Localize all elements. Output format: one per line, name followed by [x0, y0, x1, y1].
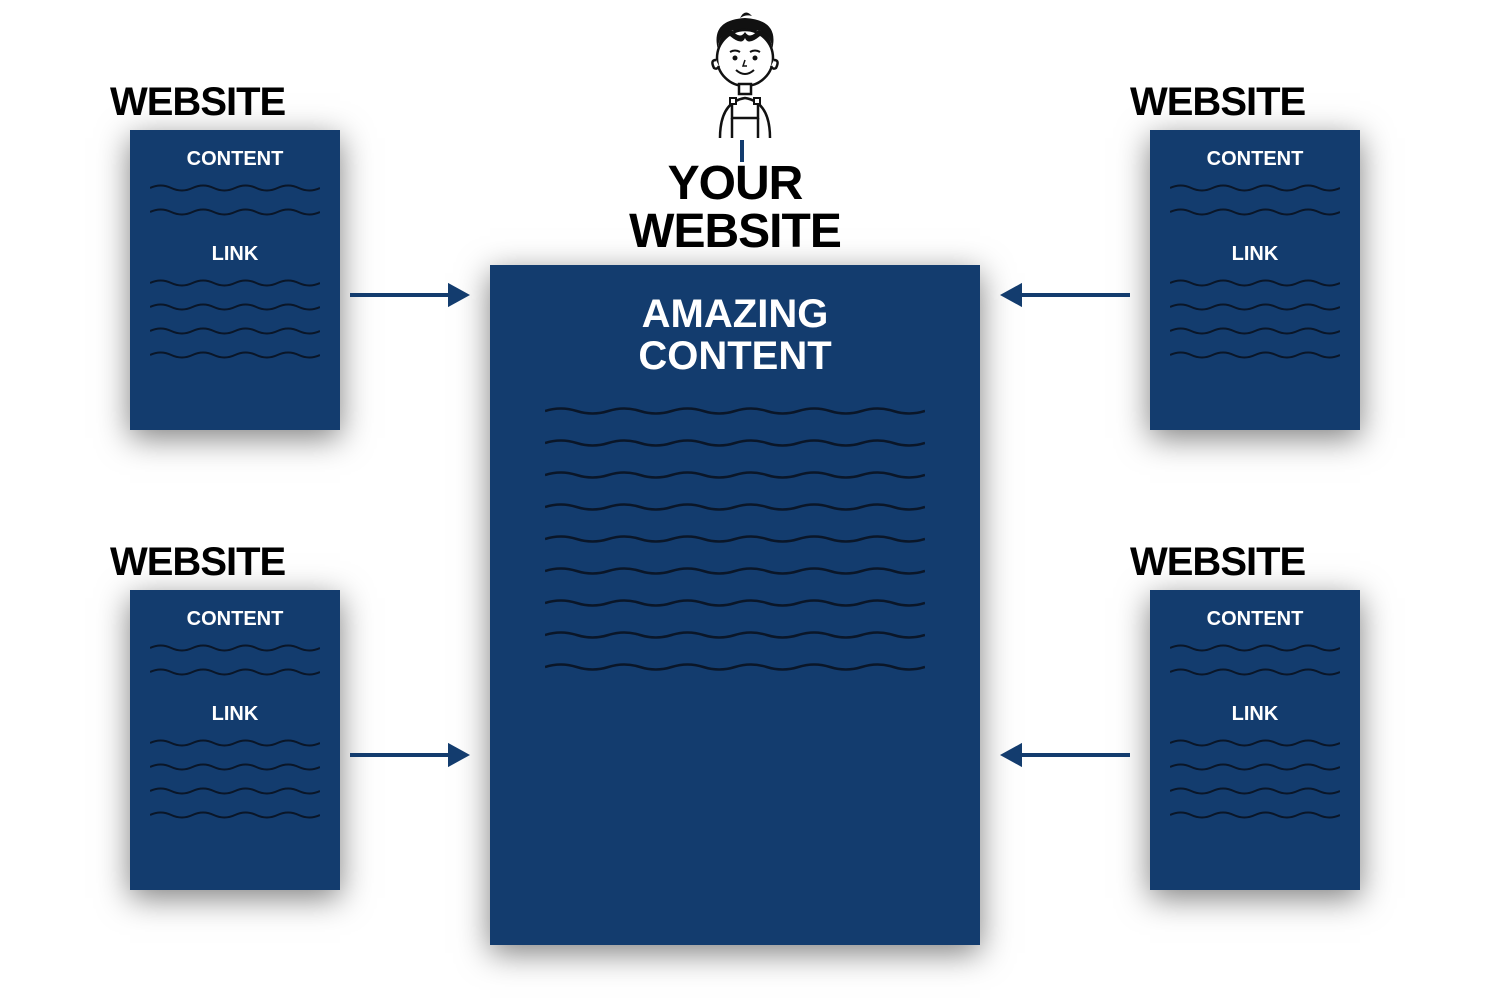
- wave-line: [1150, 203, 1360, 221]
- wave-line: [1150, 179, 1360, 197]
- wave-line: [1150, 663, 1360, 681]
- wave-line: [130, 298, 340, 316]
- site-title: WEBSITE: [110, 540, 285, 585]
- center-title: YOUR WEBSITE: [490, 160, 980, 256]
- center-box-label-line1: AMAZING: [642, 292, 829, 336]
- arrow: [320, 730, 500, 780]
- center-box: AMAZING CONTENT: [490, 265, 980, 945]
- site-title: WEBSITE: [110, 80, 285, 125]
- wave-line: [490, 530, 980, 548]
- wave-line: [490, 402, 980, 420]
- person-icon: [690, 10, 800, 140]
- wave-line: [130, 806, 340, 824]
- link-label: LINK: [1150, 243, 1360, 266]
- wave-line: [130, 346, 340, 364]
- arrow: [320, 270, 500, 320]
- center-box-label: AMAZING CONTENT: [490, 293, 980, 377]
- wave-line: [490, 498, 980, 516]
- content-label: CONTENT: [130, 608, 340, 631]
- center-title-line2: WEBSITE: [629, 205, 841, 258]
- wave-line: [1150, 346, 1360, 364]
- site-box: CONTENT LINK: [1150, 130, 1360, 430]
- wave-line: [1150, 782, 1360, 800]
- link-label: LINK: [1150, 703, 1360, 726]
- wave-line: [490, 466, 980, 484]
- wave-line: [130, 663, 340, 681]
- wave-line: [130, 639, 340, 657]
- wave-line: [490, 594, 980, 612]
- wave-line: [1150, 322, 1360, 340]
- wave-line: [130, 203, 340, 221]
- content-label: CONTENT: [1150, 608, 1360, 631]
- content-label: CONTENT: [1150, 148, 1360, 171]
- site-box: CONTENT LINK: [1150, 590, 1360, 890]
- link-label: LINK: [130, 703, 340, 726]
- center-title-line1: YOUR: [668, 157, 803, 210]
- wave-line: [130, 274, 340, 292]
- site-title: WEBSITE: [1130, 540, 1305, 585]
- center-wave-container: [490, 402, 980, 676]
- wave-line: [490, 562, 980, 580]
- wave-line: [1150, 298, 1360, 316]
- wave-line: [490, 626, 980, 644]
- link-label: LINK: [130, 243, 340, 266]
- wave-line: [1150, 734, 1360, 752]
- wave-line: [130, 734, 340, 752]
- wave-line: [1150, 639, 1360, 657]
- arrow: [970, 270, 1160, 320]
- wave-line: [130, 322, 340, 340]
- site-box: CONTENT LINK: [130, 130, 340, 430]
- center-box-label-line2: CONTENT: [638, 334, 831, 378]
- arrow: [970, 730, 1160, 780]
- wave-line: [1150, 758, 1360, 776]
- site-box: CONTENT LINK: [130, 590, 340, 890]
- wave-line: [130, 782, 340, 800]
- content-label: CONTENT: [130, 148, 340, 171]
- site-title: WEBSITE: [1130, 80, 1305, 125]
- wave-line: [490, 434, 980, 452]
- wave-line: [1150, 806, 1360, 824]
- wave-line: [130, 758, 340, 776]
- wave-line: [130, 179, 340, 197]
- wave-line: [490, 658, 980, 676]
- wave-line: [1150, 274, 1360, 292]
